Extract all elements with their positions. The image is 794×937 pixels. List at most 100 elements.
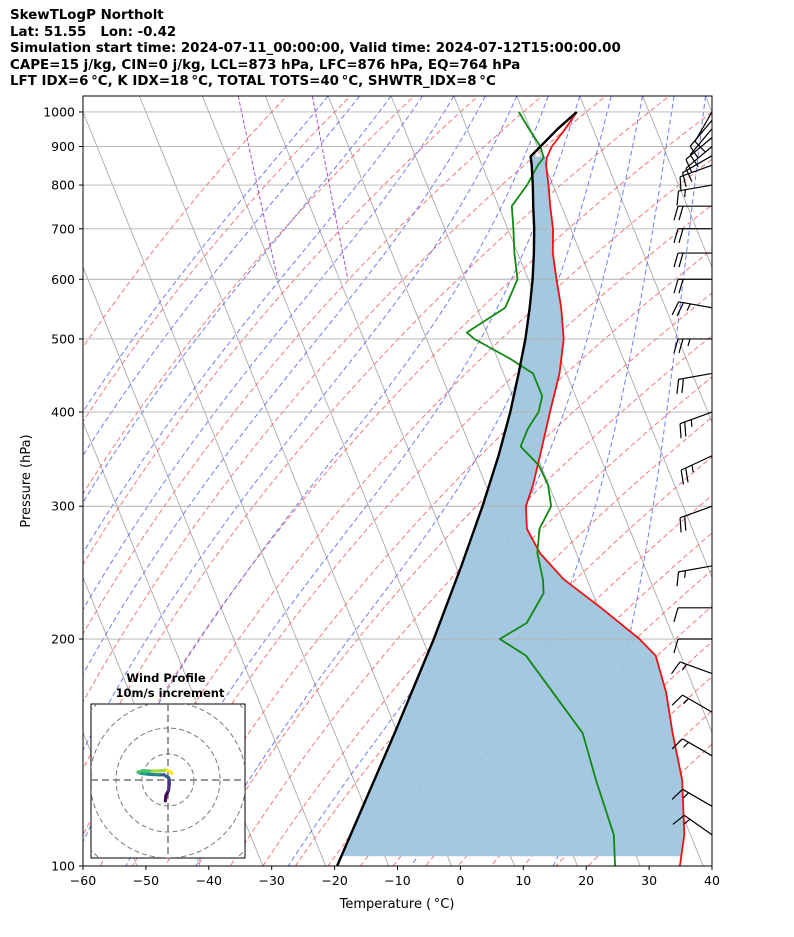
- wind-barb-flag: [676, 190, 680, 206]
- mixing-ratio-line: [237, 96, 279, 280]
- wind-barb-flag: [671, 738, 683, 750]
- wind-barb-flag: [672, 814, 685, 825]
- title-times: Simulation start time: 2024-07-11_00:00:…: [10, 41, 621, 57]
- y-tick-label: 1000: [43, 104, 75, 119]
- isotherm-line: [83, 265, 327, 866]
- wind-barb-half-flag: [690, 419, 693, 427]
- wind-barb: [676, 372, 713, 394]
- wind-barb: [679, 164, 713, 192]
- wind-barb-staff: [689, 128, 713, 156]
- wind-barb-staff: [679, 411, 713, 425]
- wind-barb-flag: [673, 252, 679, 268]
- wind-barb-flag: [684, 516, 687, 531]
- x-tick-label: 0: [456, 873, 464, 888]
- moist-adiabat-line: [83, 96, 518, 752]
- wind-barb-staff: [680, 455, 713, 471]
- isotherm-line: [83, 110, 390, 866]
- wind-barb: [680, 455, 713, 485]
- wind-barb: [673, 638, 712, 654]
- dry-adiabat-line: [294, 416, 712, 866]
- wind-barb-flag: [676, 571, 680, 587]
- wind-barb-staff: [683, 814, 713, 836]
- wind-barb-half-flag: [682, 741, 690, 748]
- wind-barb: [679, 411, 713, 439]
- y-tick-label: 600: [51, 272, 75, 287]
- wind-barb-flag: [673, 206, 679, 221]
- wind-barb: [673, 228, 712, 243]
- inset-title: Wind Profile: [126, 671, 206, 685]
- wind-barb-flag: [678, 338, 684, 354]
- wind-barb-flag: [671, 661, 681, 675]
- wind-barb: [671, 661, 713, 675]
- wind-barb-half-flag: [684, 189, 687, 198]
- x-axis-label: Temperature ( °C): [339, 897, 455, 912]
- isotherm-line: [642, 96, 712, 269]
- moist-adiabat-line: [83, 96, 423, 555]
- wind-barb-flag: [679, 423, 682, 439]
- y-axis-label: Pressure (hPa): [19, 434, 34, 527]
- hodograph-segment: [169, 770, 174, 776]
- wind-barb-staff: [678, 184, 713, 192]
- wind-barb-half-flag: [682, 792, 690, 799]
- wind-barb-flag: [678, 228, 684, 243]
- title-cape-indices: CAPE=15 j/kg, CIN=0 j/kg, LCL=873 hPa, L…: [10, 57, 521, 73]
- wind-barb-staff: [682, 694, 713, 713]
- wind-barb-flag: [671, 301, 680, 316]
- wind-barb-half-flag: [691, 464, 694, 473]
- x-tick-label: 30: [641, 873, 657, 888]
- moist-adiabat-line: [83, 96, 455, 611]
- wind-barb-staff: [678, 565, 713, 573]
- isotherm-line: [705, 96, 712, 114]
- isotherm-line: [0, 96, 11, 866]
- wind-barb: [671, 301, 713, 317]
- x-tick-label: −20: [321, 873, 347, 888]
- title-stability-indices: LFT IDX=6 °C, K IDX=18 °C, TOTAL TOTS=40…: [10, 74, 496, 90]
- x-tick-label: −40: [196, 873, 222, 888]
- wind-barb-staff: [678, 301, 713, 309]
- moist-adiabat-line: [83, 96, 360, 457]
- wind-barb-half-flag: [687, 338, 691, 347]
- wind-barb-half-flag: [681, 663, 688, 671]
- wind-barb-staff: [685, 146, 713, 169]
- wind-barb: [671, 788, 713, 807]
- wind-profile-inset: Wind Profile 10m/s increment: [90, 671, 246, 859]
- y-tick-label: 300: [51, 499, 75, 514]
- moist-adiabat-line: [83, 96, 549, 843]
- title-station: SkewTLogP Northolt: [10, 8, 164, 23]
- y-tick-label: 500: [51, 331, 75, 346]
- y-tick-label: 100: [51, 859, 75, 874]
- pressure-gridlines: [83, 111, 712, 866]
- wind-barb-staff: [679, 164, 713, 178]
- wind-barb-flag: [671, 788, 683, 800]
- wind-barb-flag: [681, 172, 687, 187]
- wind-barb: [676, 565, 713, 587]
- wind-barb: [679, 505, 713, 533]
- temperature-line: [525, 111, 686, 866]
- parcel-line: [335, 111, 578, 866]
- dry-adiabat-line: [132, 204, 712, 866]
- wind-barb-flag: [673, 638, 679, 654]
- wind-barb-staff: [682, 738, 713, 757]
- dry-adiabat-line: [164, 248, 712, 866]
- moist-adiabat-line: [195, 96, 612, 866]
- wind-barb-staff: [689, 119, 713, 147]
- wind-barb-flag: [673, 607, 679, 622]
- wind-barb-half-flag: [686, 303, 691, 311]
- wind-barb-flag: [678, 252, 684, 268]
- y-tick-label: 700: [51, 221, 75, 236]
- isotherm-line: [83, 731, 138, 866]
- chart-title-block: SkewTLogP Northolt Lat: 51.55 Lon: -0.42 S…: [10, 8, 621, 91]
- inset-subtitle: 10m/s increment: [116, 686, 225, 700]
- wind-barb-flag: [673, 338, 679, 354]
- x-tick-label: 20: [578, 873, 594, 888]
- wind-barb: [671, 694, 713, 713]
- wind-barb: [676, 184, 713, 206]
- y-tick-label: 400: [51, 405, 75, 420]
- wind-barb-flag: [681, 378, 685, 394]
- x-tick-label: −30: [259, 873, 285, 888]
- x-tick-label: 10: [515, 873, 531, 888]
- dewpoint-line: [465, 111, 616, 866]
- wind-barb-flag: [676, 379, 680, 394]
- isotherm-line: [516, 96, 712, 579]
